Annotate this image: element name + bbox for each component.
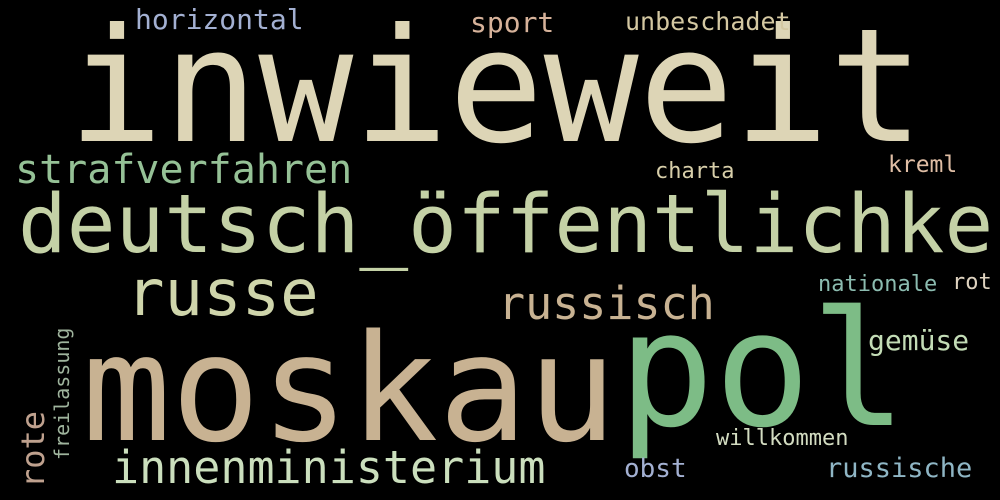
word-freilassung: freilassung: [50, 327, 74, 460]
word-horizontal: horizontal: [135, 3, 304, 36]
word-russisch: russisch: [498, 277, 715, 330]
word-willkommen: willkommen: [716, 426, 849, 451]
word-sport: sport: [470, 6, 555, 39]
word-nationale: nationale: [818, 272, 938, 297]
word-innenministerium: innenministerium: [112, 441, 546, 494]
word-charta: charta: [655, 159, 735, 184]
word-rote: rote: [14, 410, 52, 488]
word-unbeschadet: unbeschadet: [625, 7, 791, 36]
word-moskau: moskau: [82, 303, 617, 475]
word-inwieweit: inwieweit: [68, 0, 925, 179]
word-kreml: kreml: [888, 152, 958, 178]
word-strafverfahren: strafverfahren: [15, 147, 353, 193]
word-gemuese: gemüse: [868, 324, 970, 357]
word-pol: pol: [618, 276, 907, 463]
word-rot: rot: [952, 270, 992, 295]
word-russe: russe: [126, 257, 319, 331]
word-deutsch-oeffentlichkeit: deutsch_öffentlichkeit: [18, 178, 1000, 272]
word-russische: russische: [826, 453, 973, 484]
word-obst: obst: [624, 454, 687, 484]
